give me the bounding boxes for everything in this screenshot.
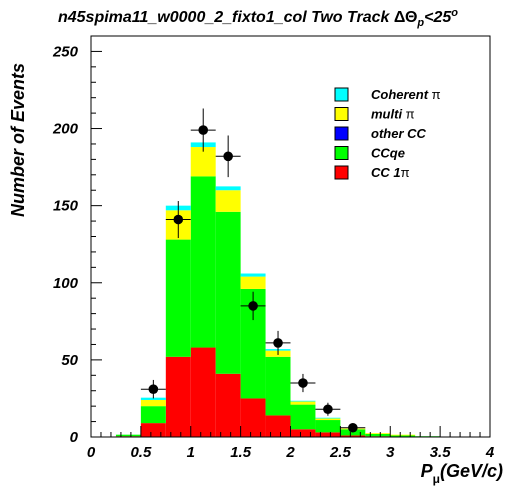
bar-ccqe-bin-3 [165, 239, 191, 357]
bar-cc-1--bin-10 [340, 435, 366, 437]
data-marker [248, 301, 258, 311]
bar-cc-1--bin-3 [165, 356, 191, 437]
data-marker [148, 384, 159, 394]
bar-ccqe-bin-2 [140, 406, 166, 424]
x-tick-label: 1.5 [230, 444, 252, 461]
bar-ccqe-bin-9 [315, 420, 341, 433]
histogram-bars [115, 142, 441, 437]
bar-multi--bin-12 [390, 434, 416, 436]
bar-multi--bin-6 [240, 276, 266, 289]
data-point-2 [190, 108, 216, 152]
legend-label: CCqe [371, 146, 405, 161]
y-axis-label: Number of Events [8, 63, 28, 217]
data-marker [298, 378, 308, 388]
axis-ticks: 0 0.5 1 1.5 2 2.5 3 3.5 4 0 50 100 150 200 250 [52, 35, 495, 461]
legend-entry-ccqe: CCqe [334, 146, 405, 161]
x-tick-label: 2.5 [329, 444, 352, 461]
data-marker [198, 125, 209, 135]
bar-multi--bin-2 [140, 399, 166, 407]
x-axis-label: Pμ(GeV/c) [421, 461, 503, 486]
legend-swatch [334, 87, 349, 102]
bar-multi--bin-4 [190, 147, 216, 177]
legend-entry-multi-: multi π [334, 107, 415, 122]
bar-ccqe-bin-4 [190, 176, 216, 348]
legend-label: multi π [371, 107, 415, 122]
y-tick-label: 100 [53, 275, 79, 292]
legend-label: other CC [371, 126, 427, 141]
bar-cc-1--bin-9 [315, 432, 341, 437]
bar-coherent--bin-6 [240, 273, 266, 277]
x-tick-label: 3.5 [430, 444, 452, 461]
bar-cc-1--bin-4 [190, 347, 216, 437]
legend-label: CC 1π [371, 165, 410, 180]
data-point-8 [340, 422, 366, 433]
data-marker [323, 404, 333, 415]
data-marker [223, 151, 233, 162]
data-marker [173, 214, 184, 225]
y-tick-label: 50 [61, 352, 78, 369]
x-tick-label: 4 [485, 444, 495, 461]
x-tick-label: 3 [386, 444, 395, 461]
bar-coherent--bin-2 [140, 397, 166, 400]
y-tick-label: 250 [52, 43, 79, 60]
legend-entry-coherent-: Coherent π [334, 87, 441, 102]
bar-multi--bin-11 [365, 433, 391, 434]
data-point-0 [140, 379, 166, 399]
x-tick-label: 0 [87, 444, 96, 461]
bar-coherent--bin-9 [315, 417, 341, 419]
legend-swatch [334, 165, 349, 180]
x-tick-label: 1 [187, 444, 195, 461]
bar-ccqe-bin-12 [390, 435, 416, 437]
bar-coherent--bin-8 [290, 400, 316, 402]
bar-cc-1--bin-7 [265, 415, 291, 437]
legend-entry-cc-1-: CC 1π [334, 165, 410, 180]
data-marker [273, 338, 283, 348]
data-marker [348, 422, 358, 433]
bar-multi--bin-5 [215, 190, 241, 212]
bar-coherent--bin-5 [215, 186, 241, 191]
legend-swatch [334, 107, 349, 121]
data-point-3 [215, 135, 241, 178]
bar-cc-1--bin-8 [290, 429, 316, 437]
data-points [140, 108, 366, 433]
legend-entry-other-cc: other CC [334, 126, 427, 141]
legend-swatch [334, 126, 349, 141]
bar-ccqe-bin-8 [290, 404, 316, 430]
legend-swatch [334, 146, 349, 160]
bar-cc-1--bin-2 [140, 423, 166, 437]
data-point-4 [240, 291, 266, 321]
bar-cc-1--bin-6 [240, 398, 266, 437]
data-point-6 [290, 373, 316, 393]
x-tick-label: 0.5 [130, 444, 152, 461]
y-tick-label: 200 [52, 121, 79, 138]
legend-label: Coherent π [371, 87, 441, 102]
bar-ccqe-bin-11 [365, 433, 391, 437]
legend: Coherent π multi π other CC CCqe CC 1π [334, 87, 441, 180]
bar-ccqe-bin-7 [265, 356, 291, 416]
data-point-1 [165, 201, 191, 239]
data-point-5 [265, 330, 291, 355]
bar-multi--bin-8 [290, 401, 316, 405]
bar-cc-1--bin-5 [215, 373, 241, 437]
x-tick-label: 2 [285, 444, 295, 461]
bar-ccqe-bin-5 [215, 211, 241, 374]
y-tick-label: 0 [70, 429, 79, 446]
data-point-7 [315, 402, 341, 416]
bar-multi--bin-9 [315, 418, 341, 421]
y-tick-label: 150 [53, 198, 79, 215]
bar-ccqe-bin-1 [115, 434, 141, 437]
chart-title: n45spima11_w0000_2_fixto1_col Two Track … [58, 7, 458, 29]
